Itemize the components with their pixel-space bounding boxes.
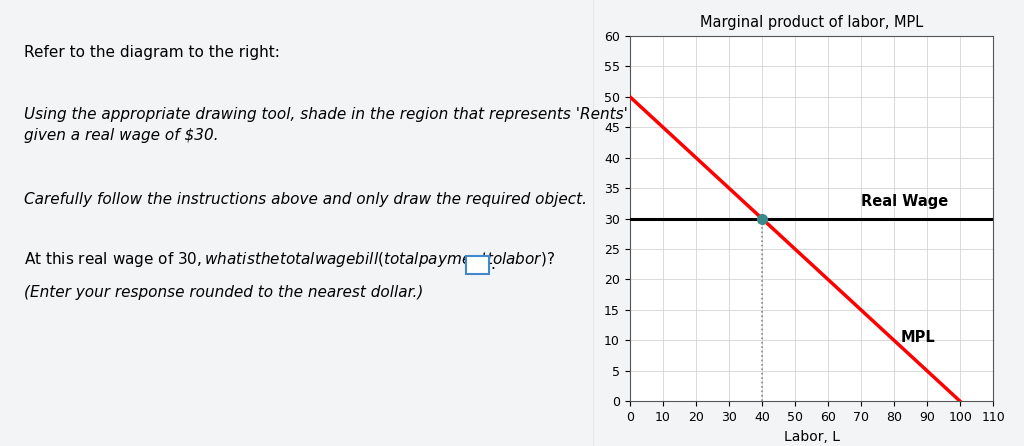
Text: At this real wage of $30, what is the total wage bill (total payment to labor)? : At this real wage of $30, what is the to… (24, 250, 555, 269)
Text: Carefully follow the instructions above and only draw the required object.: Carefully follow the instructions above … (24, 192, 587, 207)
Text: Refer to the diagram to the right:: Refer to the diagram to the right: (24, 45, 280, 60)
Title: Marginal product of labor, MPL: Marginal product of labor, MPL (699, 15, 924, 30)
Text: Using the appropriate drawing tool, shade in the region that represents 'Rents'
: Using the appropriate drawing tool, shad… (24, 107, 628, 143)
Text: MPL: MPL (901, 330, 936, 345)
X-axis label: Labor, L: Labor, L (783, 429, 840, 444)
Text: (Enter your response rounded to the nearest dollar.): (Enter your response rounded to the near… (24, 285, 423, 301)
Text: Real Wage: Real Wage (861, 194, 948, 210)
FancyBboxPatch shape (466, 256, 488, 274)
Text: .: . (490, 257, 496, 273)
